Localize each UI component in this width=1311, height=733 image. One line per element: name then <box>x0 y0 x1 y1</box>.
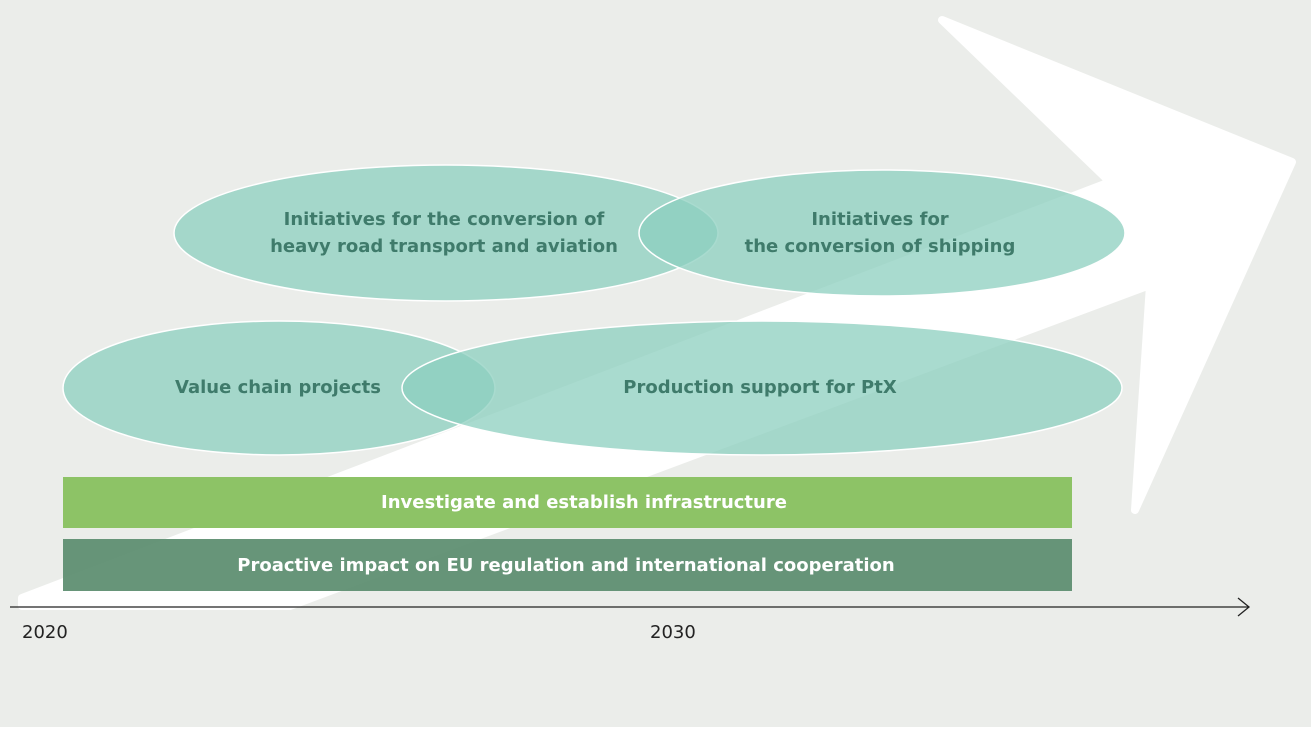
ellipse-label: the conversion of shipping <box>745 236 1016 257</box>
ellipse <box>638 169 1126 297</box>
ellipse-label: heavy road transport and aviation <box>270 236 618 257</box>
axis-label: 2020 <box>22 622 68 643</box>
ellipse <box>173 164 719 302</box>
bar <box>63 477 1072 528</box>
axis-label: 2030 <box>650 622 696 643</box>
growth-arrow <box>18 16 1296 610</box>
axis-arrowhead <box>1237 597 1251 617</box>
bar-label: Proactive impact on EU regulation and in… <box>237 555 894 576</box>
ellipse-label: Initiatives for the conversion of <box>284 209 605 230</box>
bottom-strip <box>0 727 1311 733</box>
ellipse-label: Production support for PtX <box>623 377 897 398</box>
ellipse <box>401 320 1123 456</box>
bar-label: Investigate and establish infrastructure <box>381 492 787 513</box>
ellipse-label: Value chain projects <box>175 377 381 398</box>
bar <box>63 539 1072 591</box>
ellipse-label: Initiatives for <box>811 209 948 230</box>
